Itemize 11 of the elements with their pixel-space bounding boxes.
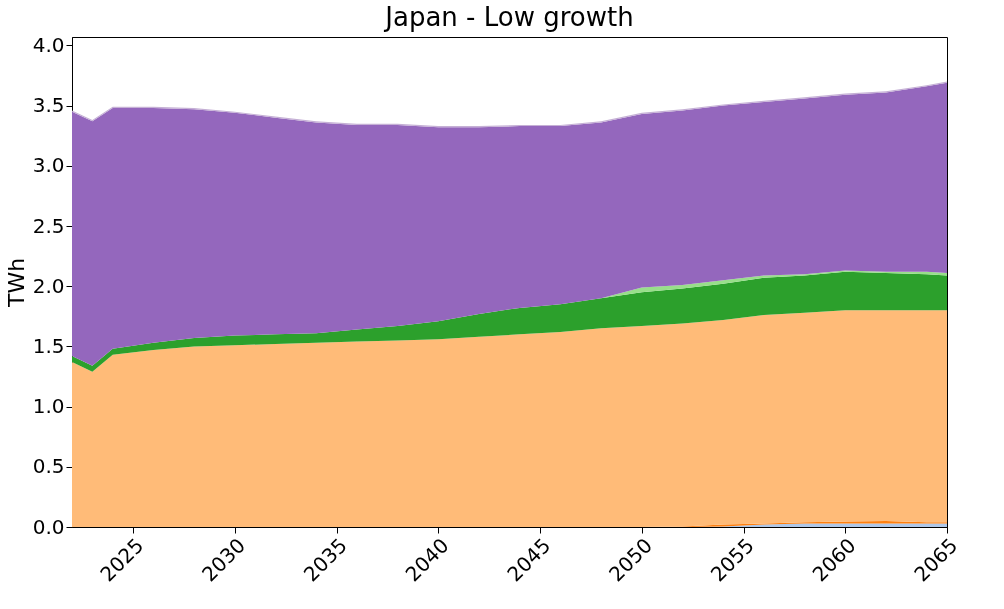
y-tick-label: 0.0 — [32, 514, 65, 539]
y-tick-label: 1.5 — [32, 333, 65, 358]
y-tick-label: 4.0 — [32, 32, 65, 57]
chart-title: Japan - Low growth — [383, 2, 634, 33]
y-tick-label: 2.0 — [32, 273, 65, 298]
y-tick-label: 0.5 — [32, 454, 65, 479]
y-tick-label: 3.0 — [32, 153, 65, 178]
y-tick-label: 2.5 — [32, 213, 65, 238]
y-axis-title: TWh — [3, 257, 29, 309]
y-tick-label: 1.0 — [32, 394, 65, 419]
y-tick-label: 3.5 — [32, 93, 65, 118]
